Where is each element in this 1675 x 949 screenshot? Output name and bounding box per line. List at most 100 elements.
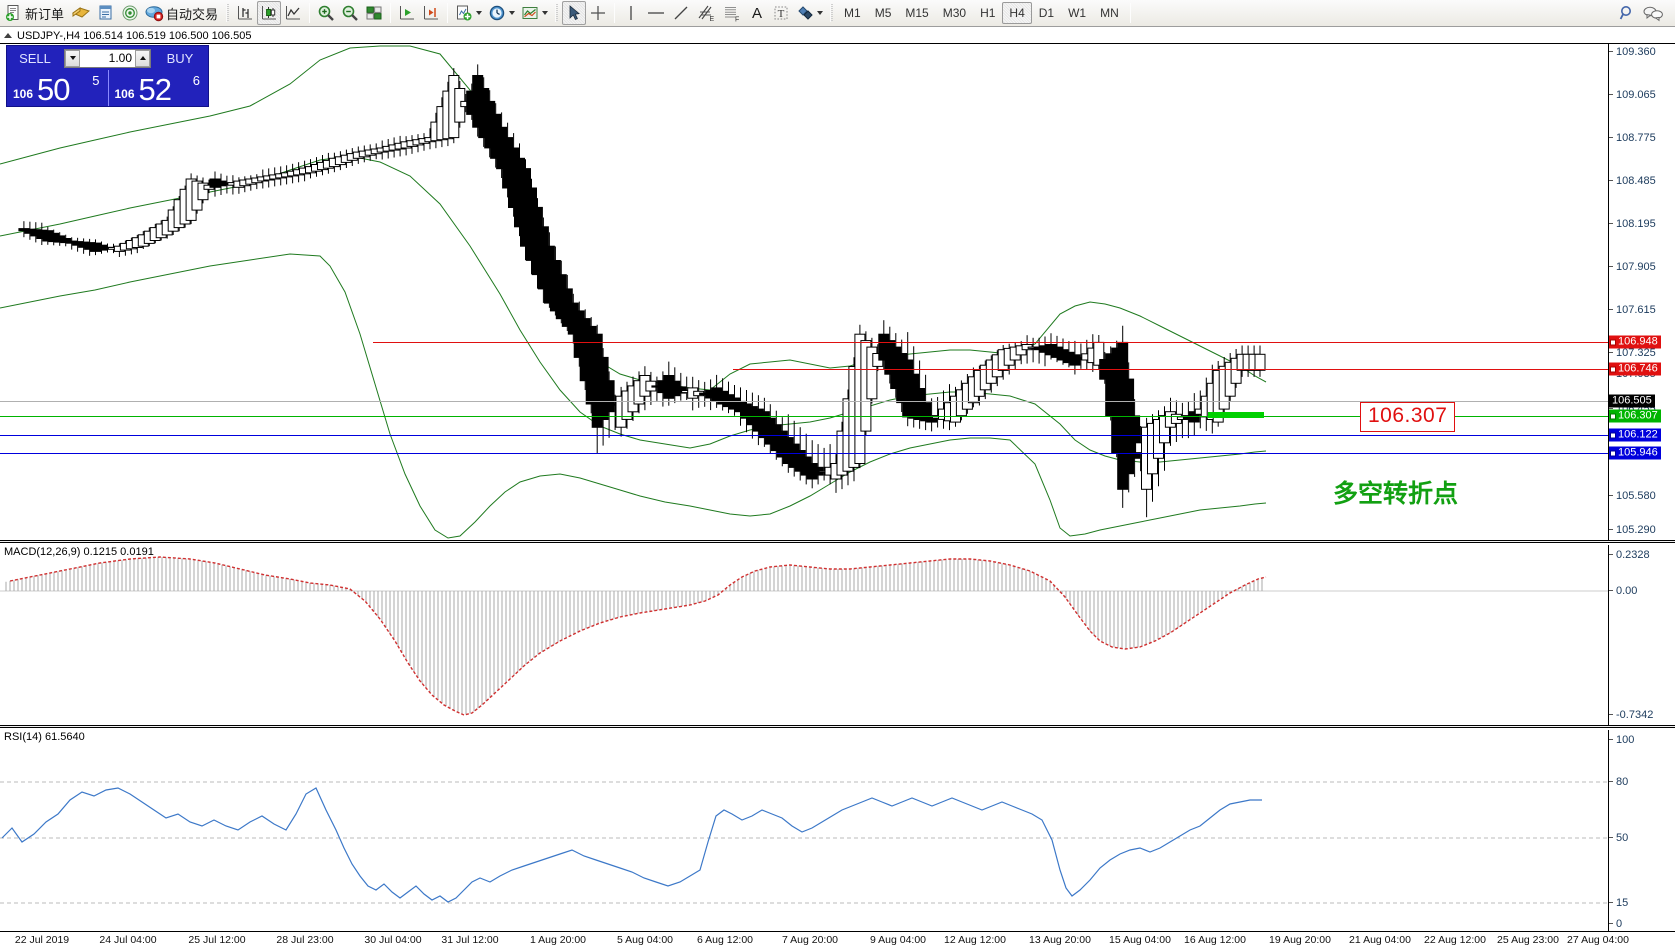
data-window-button[interactable] xyxy=(94,1,118,25)
candlestick-chart-button[interactable] xyxy=(257,1,282,25)
timeframe-h1[interactable]: H1 xyxy=(973,2,1002,24)
price-axis[interactable]: 109.360 109.065 108.775 108.485 108.195 … xyxy=(1608,44,1675,540)
crosshair-button[interactable] xyxy=(586,1,610,25)
line-chart-button[interactable] xyxy=(281,1,305,25)
price-tag-support-1[interactable]: 106.122 xyxy=(1609,428,1661,442)
time-axis-tick: 5 Aug 04:00 xyxy=(616,934,674,946)
sell-label[interactable]: SELL xyxy=(19,50,51,66)
chart-canvas-area[interactable]: 106.307 多空转折点 109.360 109.065 108.775 10… xyxy=(0,43,1675,949)
chevron-down-icon[interactable] xyxy=(476,11,483,15)
toolbar-divider xyxy=(1129,3,1131,23)
shift-chart-button[interactable] xyxy=(395,1,419,25)
elliott-wave-button[interactable]: E xyxy=(693,1,719,25)
templates-button[interactable] xyxy=(518,1,551,25)
search-button[interactable] xyxy=(1615,1,1639,25)
main-toolbar: 新订单 xyxy=(0,0,1675,27)
new-order-icon xyxy=(5,4,23,22)
support-line-105946[interactable] xyxy=(0,453,1608,454)
buy-label[interactable]: BUY xyxy=(166,50,194,66)
price-tag-resistance-1[interactable]: 106.948 xyxy=(1609,335,1661,349)
bar-chart-button[interactable] xyxy=(233,1,257,25)
zoom-in-button[interactable] xyxy=(314,1,338,25)
sell-price-prefix: 106 xyxy=(13,87,34,101)
shapes-button[interactable] xyxy=(793,1,826,25)
timeframe-m1[interactable]: M1 xyxy=(837,2,868,24)
tile-windows-button[interactable] xyxy=(362,1,386,25)
rsi-panel[interactable]: RSI(14) 61.5640 100 80 50 15 0 xyxy=(0,730,1675,932)
autotrading-button[interactable]: 自动交易 xyxy=(142,1,222,25)
time-axis-tick: 24 Jul 04:00 xyxy=(99,934,157,946)
expert-advisor-button[interactable] xyxy=(68,1,94,25)
horizontal-line-button[interactable] xyxy=(643,1,669,25)
volume-increase-button[interactable] xyxy=(135,49,150,67)
timeframe-m30[interactable]: M30 xyxy=(936,2,973,24)
chevron-down-icon[interactable] xyxy=(542,11,549,15)
cursor-button[interactable] xyxy=(562,1,587,25)
cursor-icon xyxy=(566,4,582,22)
signals-button[interactable] xyxy=(118,1,142,25)
macd-axis[interactable]: 0.2328 0.00 -0.7342 xyxy=(1608,545,1675,725)
timeframe-d1[interactable]: D1 xyxy=(1032,2,1061,24)
price-panel[interactable]: 106.307 多空转折点 109.360 109.065 108.775 10… xyxy=(0,44,1675,540)
macd-panel[interactable]: MACD(12,26,9) 0.1215 0.0191 0.2328 0.00 … xyxy=(0,545,1675,725)
timeframe-mn[interactable]: MN xyxy=(1093,2,1126,24)
rsi-axis[interactable]: 100 80 50 15 0 xyxy=(1608,730,1675,932)
price-svg xyxy=(0,45,1267,539)
collapse-triangle-icon[interactable] xyxy=(4,33,12,38)
text-box-button[interactable]: T xyxy=(769,1,793,25)
volume-stepper[interactable]: 1.00 xyxy=(64,48,151,68)
support-line-106122[interactable] xyxy=(0,435,1608,436)
expert-advisor-icon xyxy=(71,4,91,22)
pivot-highlight-marker xyxy=(1208,412,1264,418)
volume-decrease-button[interactable] xyxy=(65,49,80,67)
sell-button[interactable]: 106 50 5 xyxy=(7,70,108,106)
bollinger-middle-band xyxy=(0,155,1267,463)
chat-button[interactable] xyxy=(1639,1,1667,25)
time-axis-tick: 9 Aug 04:00 xyxy=(869,934,927,946)
panel-separator-macd[interactable] xyxy=(0,540,1675,543)
timeframe-m5[interactable]: M5 xyxy=(868,2,899,24)
period-button[interactable] xyxy=(485,1,518,25)
time-axis-tick: 25 Jul 12:00 xyxy=(188,934,246,946)
auto-scroll-button[interactable] xyxy=(419,1,443,25)
pivot-line-106307[interactable] xyxy=(0,416,1608,417)
rsi-svg xyxy=(0,781,1608,904)
timeframe-m15[interactable]: M15 xyxy=(898,2,935,24)
price-tag-pivot[interactable]: 106.307 xyxy=(1609,409,1661,423)
price-tick: 107.325 xyxy=(1609,347,1656,359)
resistance-line-106746[interactable] xyxy=(733,369,1608,370)
panel-separator-rsi[interactable] xyxy=(0,725,1675,728)
one-click-trading-panel[interactable]: SELL 1.00 BUY 106 50 5 106 52 6 xyxy=(6,45,209,107)
period-icon xyxy=(488,4,506,22)
fibonacci-button[interactable]: F xyxy=(719,1,745,25)
zoom-out-icon xyxy=(341,4,359,22)
timeframe-w1[interactable]: W1 xyxy=(1061,2,1093,24)
price-tag-support-2[interactable]: 105.946 xyxy=(1609,446,1661,460)
text-label-button[interactable]: A xyxy=(745,1,769,25)
buy-price-fraction: 6 xyxy=(192,73,200,88)
new-order-button[interactable]: 新订单 xyxy=(2,1,68,25)
time-axis[interactable]: 22 Jul 2019 24 Jul 04:00 25 Jul 12:00 28 Ju… xyxy=(0,931,1675,949)
macd-plot[interactable] xyxy=(0,545,1608,725)
zoom-out-button[interactable] xyxy=(338,1,362,25)
chevron-up-icon xyxy=(139,56,146,60)
vertical-line-button[interactable] xyxy=(619,1,643,25)
rsi-plot[interactable] xyxy=(0,730,1608,932)
volume-value[interactable]: 1.00 xyxy=(80,49,135,67)
toolbar-divider xyxy=(447,3,449,23)
shift-chart-icon xyxy=(398,4,416,22)
chevron-down-icon[interactable] xyxy=(817,11,824,15)
indicators-button[interactable] xyxy=(452,1,485,25)
chat-icon xyxy=(1642,4,1664,22)
buy-button[interactable]: 106 52 6 xyxy=(107,70,209,106)
price-plot[interactable] xyxy=(0,44,1608,540)
autotrading-icon xyxy=(145,4,164,22)
price-tick: 107.905 xyxy=(1609,261,1656,273)
chevron-down-icon[interactable] xyxy=(509,11,516,15)
macd-svg xyxy=(0,556,1608,716)
timeframe-h4[interactable]: H4 xyxy=(1002,2,1032,24)
trendline-button[interactable] xyxy=(669,1,693,25)
price-tag-resistance-2[interactable]: 106.746 xyxy=(1609,362,1661,376)
time-axis-tick: 31 Jul 12:00 xyxy=(441,934,499,946)
resistance-line-106948[interactable] xyxy=(373,342,1608,343)
